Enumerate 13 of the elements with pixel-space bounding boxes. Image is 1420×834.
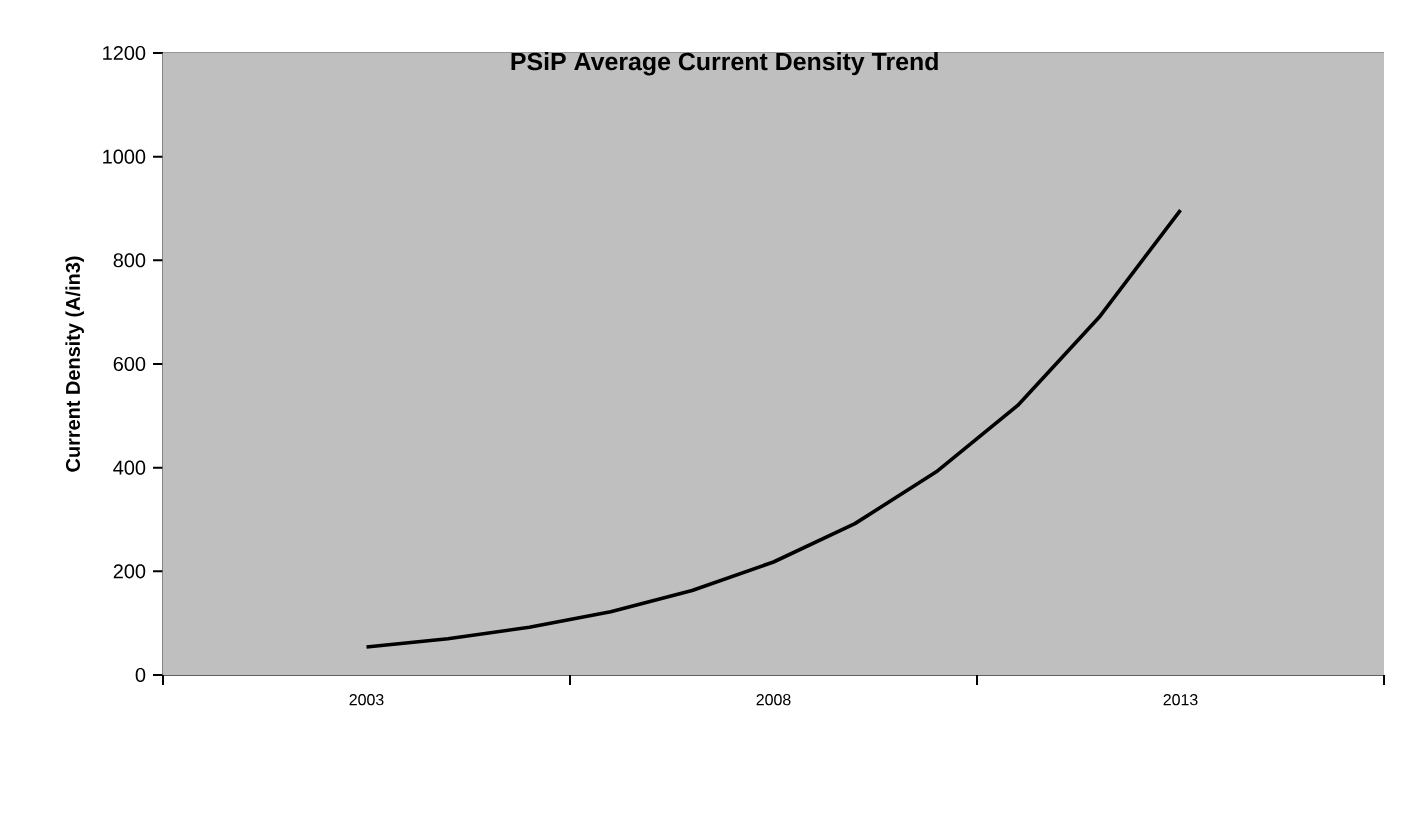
y-axis-title: Current Density (A/in3)	[65, 256, 84, 472]
x-tick-label: 2008	[756, 694, 791, 706]
y-tick-label: 1000	[103, 149, 146, 164]
line-series	[364, 208, 1183, 649]
y-tick-label: 200	[113, 564, 146, 579]
y-tick-label: 800	[113, 253, 146, 268]
y-tick-label: 1200	[103, 45, 146, 61]
y-tick-label: 400	[113, 460, 146, 475]
y-tick-label: 600	[113, 356, 146, 372]
x-tick-label: 2003	[349, 694, 384, 706]
x-tick-label: 2013	[1163, 694, 1198, 706]
y-tick-label: 0	[135, 667, 146, 683]
chart-title: PSiP Average Current Density Trend	[511, 52, 938, 76]
